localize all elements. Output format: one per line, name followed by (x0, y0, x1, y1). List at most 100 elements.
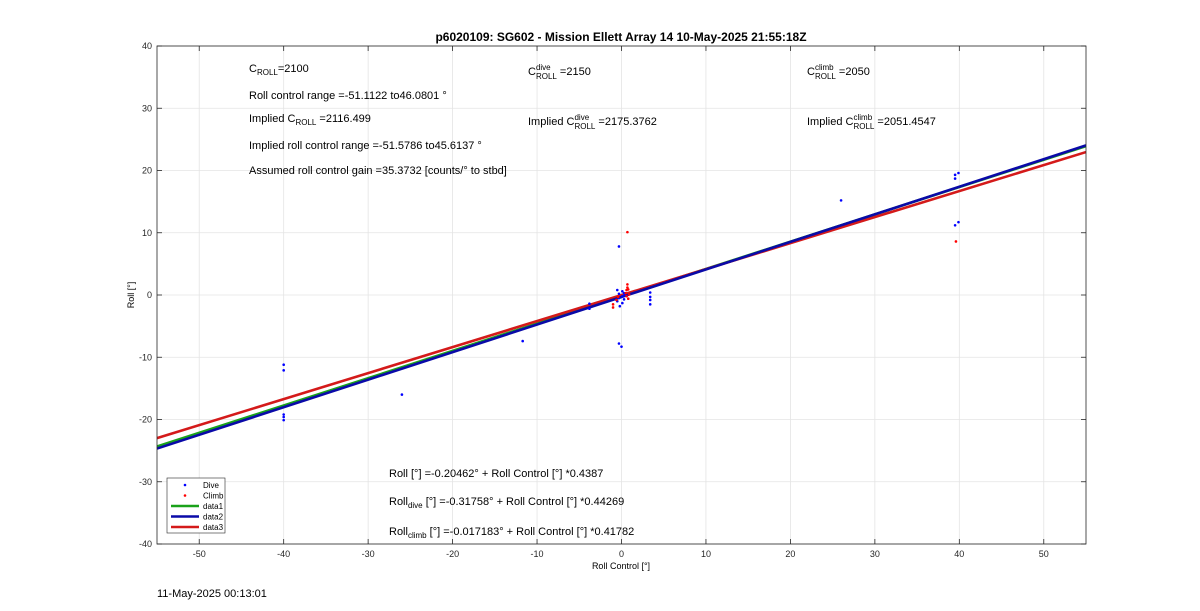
fit-line-data3 (157, 150, 1086, 440)
gain-text: Assumed roll control gain =35.3732 [coun… (249, 165, 507, 177)
implied-range-text: Implied roll control range =-51.5786 to4… (249, 140, 482, 152)
dive-point (957, 220, 960, 224)
dive-point (953, 173, 957, 177)
dive-point (957, 171, 960, 175)
x-axis-label: Roll Control [°] (592, 561, 650, 571)
c-roll-climb-prefix: C (807, 65, 815, 78)
dive-point (400, 393, 404, 396)
dive-point (617, 245, 621, 248)
x-tick-label: -50 (193, 549, 206, 559)
climb-point (627, 293, 631, 296)
implied-c-roll-dive-value: =2175.3762 (595, 115, 657, 128)
implied-c-roll-dive-subscript: ROLL (574, 122, 596, 131)
implied-c-roll-value: =2116.499 (316, 113, 371, 125)
legend-label-data3: data3 (203, 523, 224, 532)
implied-c-roll-dive-prefix: Implied C (528, 115, 575, 128)
x-tick-label: -30 (362, 549, 375, 559)
dive-point (615, 288, 619, 292)
y-tick-label: -30 (139, 477, 152, 487)
legend-marker-climb (183, 494, 187, 497)
implied-c-roll-annotation: Implied CROLL =2116.499 (249, 113, 371, 127)
y-tick-label: 30 (142, 103, 152, 113)
timestamp: 11-May-2025 00:13:01 (157, 588, 267, 600)
y-tick-label: -40 (139, 539, 152, 549)
dive-point (648, 295, 652, 299)
fit-all-text: Roll [°] =-0.20462° + Roll Control [°] *… (389, 468, 604, 480)
dive-point (953, 223, 957, 227)
y-tick-label: 20 (142, 166, 152, 176)
legend-marker-dive (183, 483, 187, 487)
legend-label-dive: Dive (203, 481, 220, 490)
fit-climb-prefix: Roll (389, 526, 408, 538)
c-roll-annotation: CROLL=2100 (249, 63, 309, 77)
roll-control-range-text: Roll control range =-51.1122 to46.0801 ° (249, 90, 447, 102)
fit-dive-value: [°] =-0.31758° + Roll Control [°] *0.442… (422, 496, 625, 508)
climb-point (626, 297, 630, 301)
climb-point (616, 295, 620, 299)
series-group (157, 144, 1086, 450)
dive-point (282, 369, 285, 372)
climb-point (625, 294, 628, 298)
climb-point (624, 291, 628, 295)
c-roll-dive-subscript: ROLL (535, 72, 557, 81)
dive-point (953, 177, 957, 180)
dive-point (521, 339, 524, 343)
c-roll-prefix: C (249, 63, 257, 75)
dive-point (648, 303, 652, 306)
implied-c-roll-prefix: Implied C (249, 113, 296, 125)
climb-point (954, 240, 958, 243)
x-tick-label: 30 (870, 549, 880, 559)
climb-point (626, 230, 629, 234)
dive-point (282, 363, 285, 367)
implied-c-roll-climb-prefix: Implied C (807, 115, 854, 128)
fit-dive-prefix: Roll (389, 496, 408, 508)
y-tick-label: -10 (139, 352, 152, 362)
implied-c-roll-dive-superscript: dive (574, 113, 590, 122)
c-roll-dive-value: =2150 (556, 65, 591, 78)
c-roll-dive-superscript: dive (535, 63, 551, 72)
legend-label-data2: data2 (203, 513, 224, 522)
fit-climb-annotation: Rollclimb [°] =-0.017183° + Roll Control… (389, 526, 634, 540)
axis-ticks: -50 -40 -30 -20 -10 0 10 20 30 40 50 -40 -30 -20 -10 0 1… (139, 41, 1086, 559)
dive-point (622, 298, 626, 301)
implied-c-roll-climb-superscript: climb (853, 113, 873, 122)
dive-point (648, 291, 652, 294)
x-tick-label: 10 (701, 549, 711, 559)
x-tick-label: 40 (954, 549, 964, 559)
c-roll-climb-superscript: climb (814, 63, 834, 72)
dive-point (621, 289, 624, 293)
x-tick-label: -40 (277, 549, 290, 559)
fit-climb-value: [°] =-0.017183° + Roll Control [°] *0.41… (426, 526, 635, 538)
dive-point (620, 345, 623, 348)
implied-c-roll-subscript: ROLL (295, 118, 317, 128)
climb-point (611, 303, 615, 306)
c-roll-climb-subscript: ROLL (814, 72, 836, 81)
climb-point (626, 288, 630, 291)
dive-point (588, 307, 591, 310)
y-tick-label: 0 (147, 290, 152, 300)
x-tick-label: -20 (446, 549, 459, 559)
c-roll-subscript: ROLL (256, 68, 278, 78)
dive-point (621, 301, 624, 305)
dive-point (617, 292, 621, 296)
dive-point (282, 415, 285, 419)
implied-c-roll-climb-subscript: ROLL (853, 122, 875, 131)
series-layer (157, 144, 1086, 450)
dive-point (839, 199, 843, 202)
fit-dive-subscript: dive (407, 501, 423, 511)
chart-title: p6020109: SG602 - Mission Ellett Array 1… (435, 30, 806, 44)
dive-point (618, 304, 622, 308)
legend-label-climb: Climb (203, 492, 224, 501)
x-tick-label: 20 (785, 549, 795, 559)
c-roll-dive-prefix: C (528, 65, 536, 78)
climb-point (626, 283, 629, 286)
c-roll-value: =2100 (277, 63, 309, 75)
x-tick-label: -10 (531, 549, 544, 559)
dive-point (282, 418, 285, 422)
implied-c-roll-climb-value: =2051.4547 (874, 115, 936, 128)
